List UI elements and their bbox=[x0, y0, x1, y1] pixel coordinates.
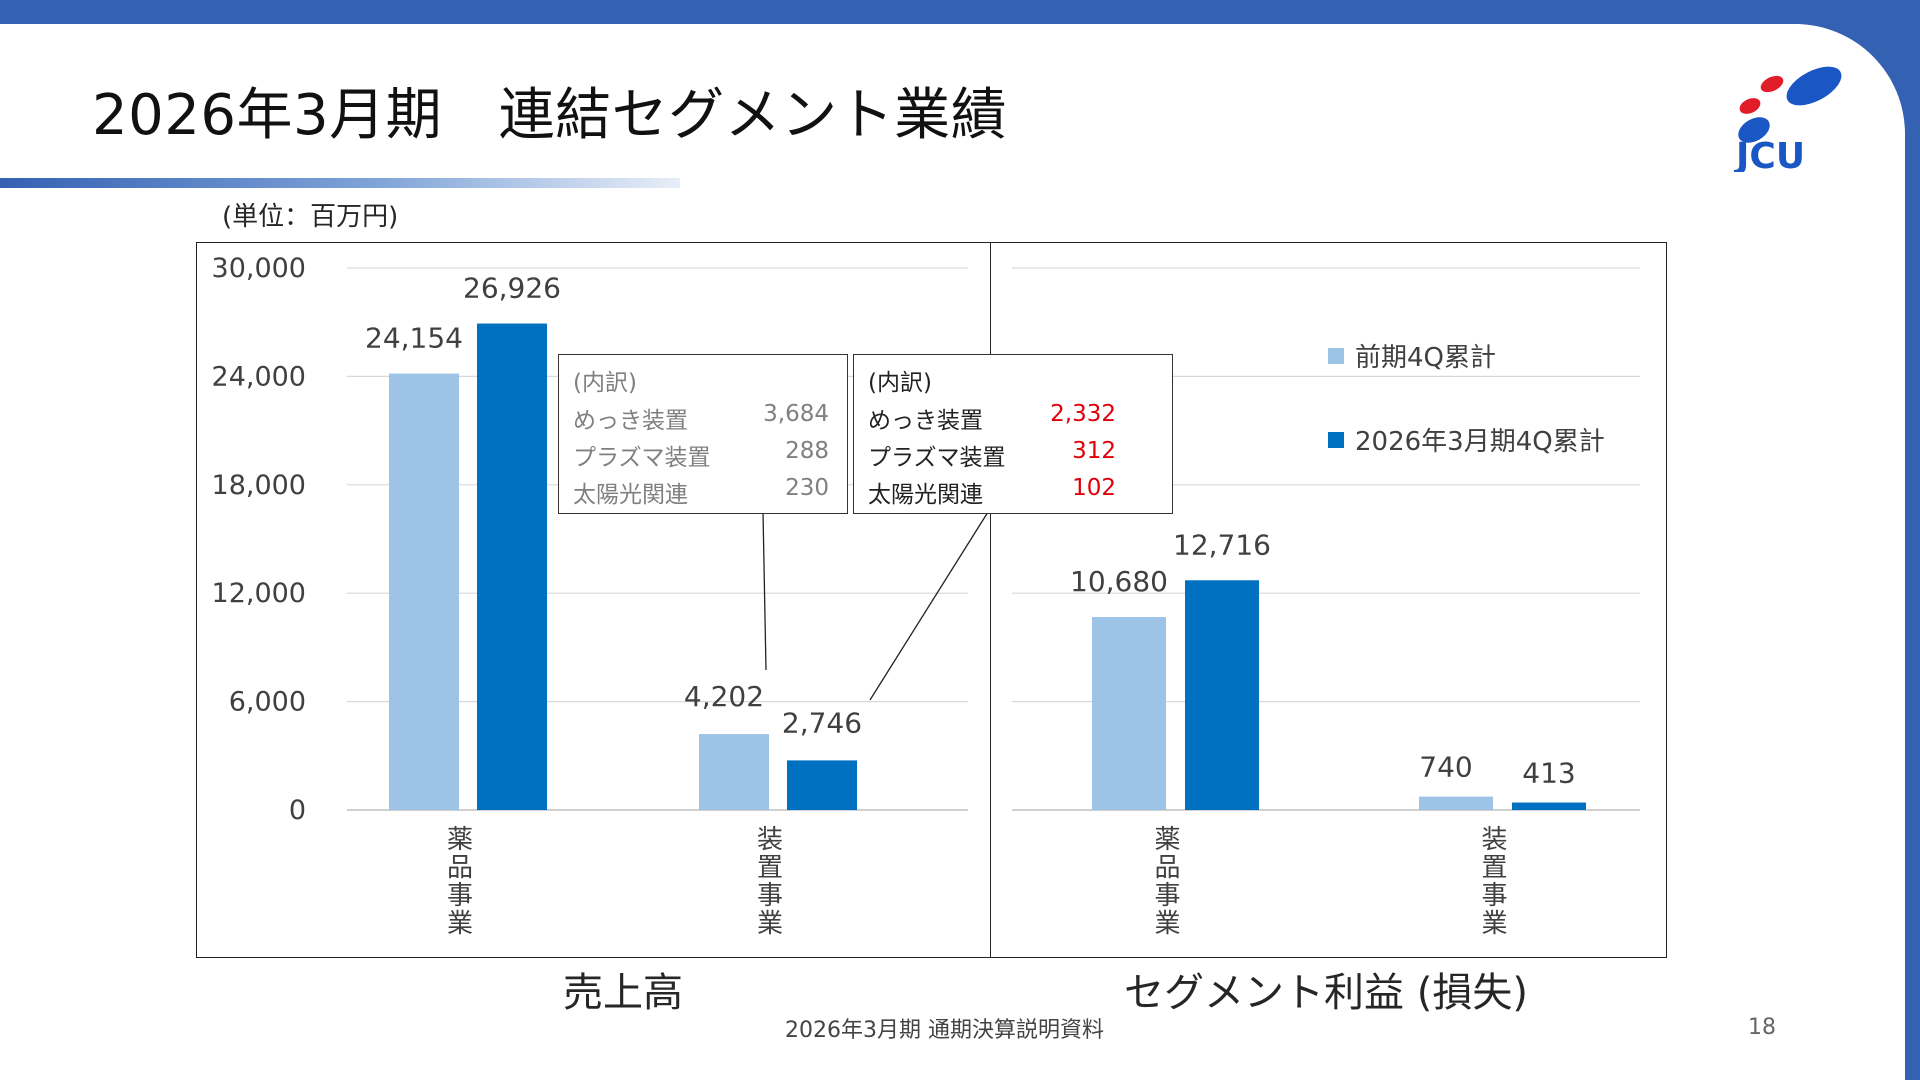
y-tick-label: 24,000 bbox=[212, 361, 306, 392]
profit-chart-frame bbox=[990, 242, 1667, 958]
breakdown-row: めっき装置 3,684 bbox=[573, 401, 829, 434]
bar bbox=[787, 760, 857, 810]
bar bbox=[477, 323, 547, 810]
breakdown-row: プラズマ装置 288 bbox=[573, 438, 829, 471]
y-tick-label: 30,000 bbox=[212, 253, 306, 284]
profit-bars bbox=[1092, 580, 1586, 810]
slide-panel bbox=[0, 24, 1905, 1080]
sales-categories: 薬品事業 装置事業 bbox=[447, 825, 783, 939]
data-label: 4,202 bbox=[684, 680, 764, 713]
breakdown-header: (内訳) bbox=[868, 370, 932, 396]
logo-blue-oval-left bbox=[1738, 117, 1770, 143]
breakdown-value: 3,684 bbox=[763, 401, 829, 427]
page-number: 18 bbox=[1748, 1015, 1776, 1040]
profit-categories: 薬品事業 装置事業 bbox=[1154, 825, 1507, 939]
breakdown-name: めっき装置 bbox=[573, 408, 688, 434]
breakdown-name: プラズマ装置 bbox=[868, 445, 1006, 471]
sales-y-axis: 30,000 24,000 18,000 12,000 6,000 0 bbox=[212, 253, 306, 826]
unit-label: (単位：百万円) bbox=[222, 202, 399, 232]
bar bbox=[1185, 580, 1259, 810]
data-label: 413 bbox=[1522, 757, 1575, 790]
data-label: 740 bbox=[1419, 751, 1472, 784]
logo-red-oval-top bbox=[1760, 75, 1784, 93]
category-label: 装置事業 bbox=[1481, 825, 1507, 939]
y-tick-label: 12,000 bbox=[212, 578, 306, 609]
breakdown-row: めっき装置 2,332 bbox=[868, 401, 1116, 434]
logo-blue-oval-right bbox=[1786, 66, 1842, 106]
data-label: 2,746 bbox=[782, 706, 862, 739]
bar bbox=[1092, 617, 1166, 810]
bar bbox=[389, 373, 459, 810]
logo-red-oval-left bbox=[1739, 98, 1761, 114]
legend-label: 2026年3月期4Q累計 bbox=[1355, 427, 1605, 457]
jcu-logo: JCU bbox=[1733, 66, 1842, 172]
breakdown-row: 太陽光関連 230 bbox=[573, 475, 829, 508]
breakdown-value: 2,332 bbox=[1050, 401, 1116, 427]
data-label: 26,926 bbox=[463, 272, 561, 305]
y-tick-label: 18,000 bbox=[212, 470, 306, 501]
y-tick-label: 0 bbox=[289, 795, 306, 826]
bar bbox=[1419, 796, 1493, 810]
sales-panel-title: 売上高 bbox=[563, 970, 683, 1016]
data-label: 24,154 bbox=[365, 322, 463, 355]
breakdown-value: 312 bbox=[1072, 438, 1116, 464]
breakdown-prev-callout: (内訳) めっき装置 3,684 プラズマ装置 288 太陽光関連 230 bbox=[558, 354, 848, 514]
bar bbox=[1512, 802, 1586, 810]
category-label: 装置事業 bbox=[757, 825, 783, 939]
bar bbox=[699, 734, 769, 810]
breakdown-name: 太陽光関連 bbox=[573, 482, 688, 508]
breakdown-value: 288 bbox=[785, 438, 829, 464]
category-label: 薬品事業 bbox=[447, 825, 473, 939]
title-underline bbox=[0, 178, 680, 188]
breakdown-name: 太陽光関連 bbox=[868, 482, 983, 508]
data-label: 10,680 bbox=[1070, 565, 1168, 598]
sales-data-labels: 24,154 4,202 26,926 2,746 bbox=[365, 272, 862, 740]
breakdown-curr-callout: (内訳) めっき装置 2,332 プラズマ装置 312 太陽光関連 102 bbox=[853, 354, 1173, 514]
breakdown-header: (内訳) bbox=[573, 370, 637, 396]
sales-bars bbox=[389, 323, 857, 810]
logo-text: JCU bbox=[1733, 136, 1805, 172]
profit-panel-title: セグメント利益 (損失) bbox=[1124, 970, 1528, 1016]
callout-leader-curr bbox=[869, 511, 989, 701]
callout-leader-prev bbox=[762, 511, 767, 671]
legend-swatch bbox=[1328, 348, 1344, 364]
category-label: 薬品事業 bbox=[1154, 825, 1180, 939]
breakdown-value: 230 bbox=[785, 475, 829, 501]
breakdown-value: 102 bbox=[1072, 475, 1116, 501]
header-band bbox=[0, 0, 1920, 24]
profit-data-labels: 10,680 740 12,716 413 bbox=[1070, 528, 1576, 789]
breakdown-row: プラズマ装置 312 bbox=[868, 438, 1116, 471]
data-label: 12,716 bbox=[1173, 528, 1271, 561]
breakdown-row: 太陽光関連 102 bbox=[868, 475, 1116, 508]
legend: 前期4Q累計 2026年3月期4Q累計 bbox=[1328, 343, 1605, 457]
slide-title: 2026年3月期 連結セグメント業績 bbox=[92, 83, 1008, 148]
legend-swatch bbox=[1328, 432, 1344, 448]
breakdown-name: めっき装置 bbox=[868, 408, 983, 434]
legend-label: 前期4Q累計 bbox=[1355, 343, 1496, 373]
y-tick-label: 6,000 bbox=[229, 687, 306, 718]
footer-text: 2026年3月期 通期決算説明資料 bbox=[785, 1018, 1104, 1043]
breakdown-name: プラズマ装置 bbox=[573, 445, 711, 471]
